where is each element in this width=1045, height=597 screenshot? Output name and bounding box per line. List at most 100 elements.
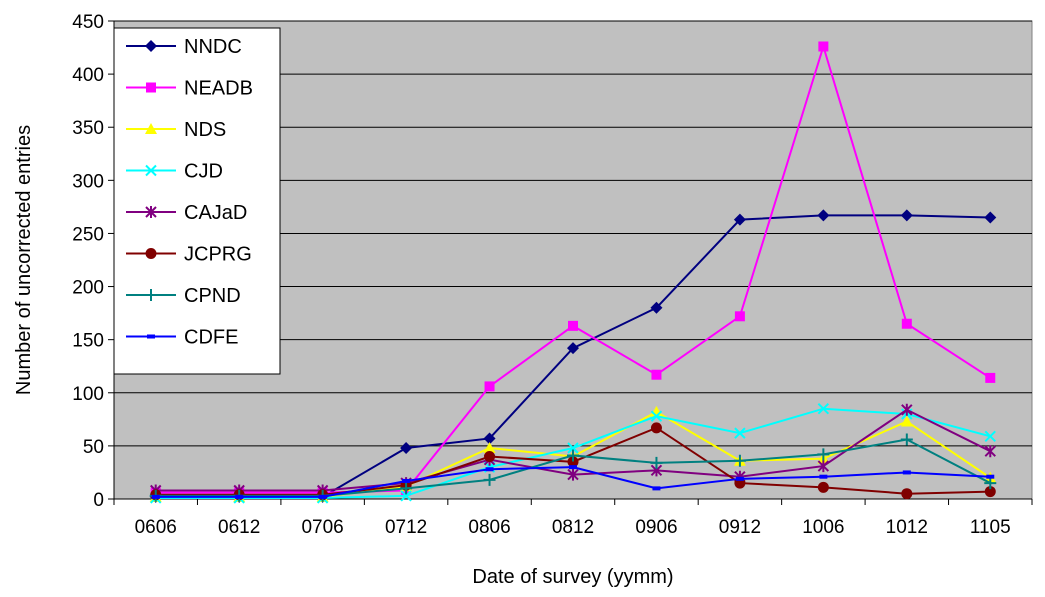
data-point [567,468,579,481]
data-point [483,442,496,454]
data-point [817,481,829,493]
y-tick-label: 250 [72,224,104,245]
y-tick-label: 450 [72,12,104,33]
data-point [569,465,577,470]
data-point [734,427,746,439]
legend-marker [145,164,157,177]
data-point [235,494,244,499]
data-point [567,342,579,355]
legend-label: CDFE [184,327,238,349]
y-tick-label: 200 [72,278,104,299]
legend-item-cajad: CAJaD [126,202,247,224]
legend-item-cdfe: CDFE [126,327,238,349]
legend-item-cpnd: CPND [126,285,241,307]
legend-item-nds: NDS [126,119,226,141]
x-tick-label: 0712 [385,517,427,538]
legend-marker [145,248,157,259]
data-point [567,456,579,468]
data-point [650,456,663,469]
data-point [400,482,413,495]
gridlines [114,20,1032,447]
data-point [902,470,911,475]
x-tick-label: 0706 [301,517,343,538]
x-tick-label: 0606 [135,517,177,538]
data-point [984,477,997,490]
legend-item-jcprg: JCPRG [126,244,252,266]
data-point [985,372,996,383]
legend-marker [145,206,157,218]
legend-label: CAJaD [184,202,247,224]
data-point [483,473,496,486]
data-point [817,460,830,473]
data-point [735,476,744,481]
legend-box [113,27,281,375]
data-point [984,211,997,224]
data-point [485,467,494,472]
data-point [567,442,579,454]
y-tick-label: 50 [83,437,104,458]
data-point [652,486,661,491]
series-layer [149,41,997,504]
data-point [484,381,495,392]
x-axis: 0606 0612 0706 0712 0806 0812 0906 0912 1006 1012… [113,498,1033,538]
data-point [402,478,411,483]
data-point [984,445,996,458]
data-point [984,486,996,498]
data-point [901,488,913,500]
y-tick-label: 150 [72,331,104,352]
data-point [484,451,496,463]
legend-marker [145,123,157,134]
legend-label: NNDC [184,36,242,58]
x-tick-label: 0912 [719,517,761,538]
y-axis-title: Number of uncorrected entries [13,125,35,395]
x-tick-label: 1105 [970,517,1011,538]
data-point [650,301,663,314]
data-point [568,320,578,331]
legend-label: JCPRG [184,244,252,266]
legend-marker [145,289,157,301]
data-point [986,474,995,479]
y-tick-label: 350 [72,118,104,139]
x-axis-title: Date of survey (yymm) [472,566,673,588]
legend-marker [145,40,157,52]
data-point [900,415,913,427]
y-tick-label: 0 [93,490,104,511]
legend: NNDC NEADB NDS CJD CAJaD JCPRG CPND CDFE [113,27,281,375]
data-point [650,422,662,434]
data-point [900,433,913,446]
x-tick-label: 1006 [802,517,844,538]
data-point [817,209,830,222]
series-cdfe [151,465,995,499]
data-point [567,449,579,462]
data-point [733,213,746,226]
data-point [483,432,496,445]
data-point [900,209,913,222]
legend-label: NEADB [184,78,253,100]
legend-item-nndc: NNDC [126,36,242,58]
data-point [901,318,912,329]
data-point [151,494,160,499]
y-tick-label: 400 [72,65,104,86]
data-point [400,490,412,502]
data-point [817,403,830,415]
series-cpnd [149,433,997,502]
x-tick-label: 0806 [468,517,510,538]
legend-label: CJD [184,161,223,183]
legend-label: CPND [184,285,241,307]
y-axis: 0 50 100 150 200 250 300 350 400 450 [72,12,115,511]
x-tick-label: 1012 [886,517,928,538]
x-tick-label: 0812 [552,517,594,538]
x-tick-label: 0906 [635,517,677,538]
data-point [734,311,745,322]
data-point [650,410,663,422]
data-point [400,442,413,455]
data-point [733,454,746,467]
data-point [817,448,830,461]
y-tick-label: 300 [72,171,104,192]
data-point [819,474,828,479]
data-point [901,403,913,416]
data-point [984,430,996,443]
legend-label: NDS [184,119,226,141]
legend-marker [146,82,156,93]
